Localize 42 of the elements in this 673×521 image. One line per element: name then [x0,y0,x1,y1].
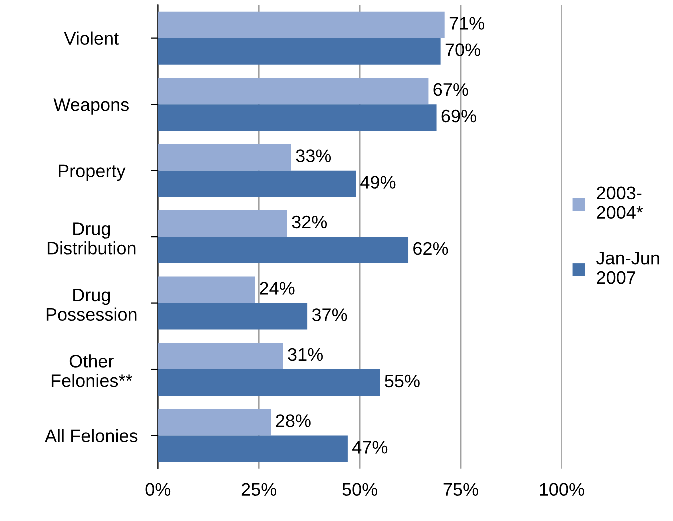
bar [158,144,292,171]
data-label: 71% [450,17,485,30]
bar [158,104,437,132]
x-tick-label: 0% [146,483,171,496]
data-label: 55% [385,374,420,388]
y-tick-label: Other Felonies** [52,354,133,388]
bar [158,210,288,238]
data-label: 49% [360,176,396,189]
data-label: 32% [292,216,328,229]
x-tick-label: 75% [444,483,478,496]
x-tick-label: 25% [242,483,277,496]
data-label: 24% [260,282,295,295]
bar [158,436,348,462]
bar [158,78,429,105]
bar [158,343,284,370]
bar [158,276,256,304]
y-tick-label: All Felonies [45,429,138,442]
data-label: 69% [442,110,476,123]
y-tick-label: Drug Possession [46,289,137,322]
bar [158,409,272,436]
legend-label: 2003- 2004* [597,186,644,220]
bar [158,303,308,330]
bar [158,12,445,38]
y-tick-label: Drug Distribution [48,222,136,255]
data-label: 62% [414,242,448,256]
data-label: 70% [446,44,480,56]
data-label: 67% [434,83,468,96]
data-label: 47% [352,441,388,454]
y-tick-label: Weapons [54,98,129,115]
bar [158,237,409,264]
data-label: 28% [276,414,311,428]
y-tick-label: Property [59,164,126,182]
x-tick-label: 50% [342,483,378,496]
y-tick-label: Violent [64,32,119,46]
bar [158,370,380,396]
legend-label: Jan-Jun 2007 [596,252,660,284]
bar [158,38,441,65]
x-tick-label: 100% [540,483,584,496]
data-label: 31% [288,348,323,362]
data-label: 37% [312,308,348,322]
bar [158,170,356,198]
data-label: 33% [296,150,332,162]
